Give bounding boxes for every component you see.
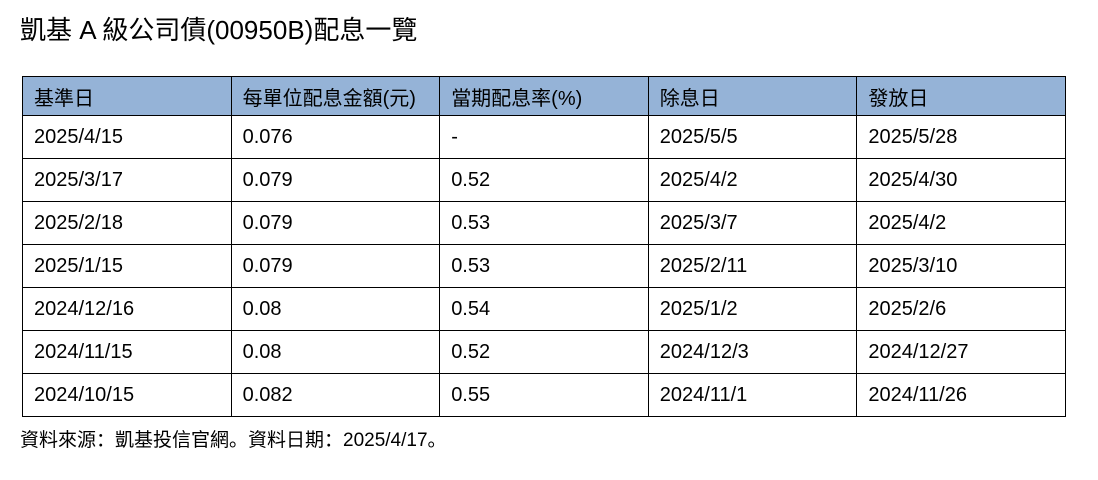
table-row: 2024/12/16 0.08 0.54 2025/1/2 2025/2/6 (22, 287, 1066, 331)
table-cell: 0.53 (439, 201, 649, 245)
table-cell: 2024/12/16 (22, 287, 232, 331)
table-row: 2024/10/15 0.082 0.55 2024/11/1 2024/11/… (22, 373, 1066, 417)
table-cell: - (439, 115, 649, 159)
table-row: 2025/2/18 0.079 0.53 2025/3/7 2025/4/2 (22, 201, 1066, 245)
table-cell: 0.082 (230, 373, 441, 417)
table-cell: 2025/2/18 (22, 201, 232, 245)
table-header-row: 基準日 每單位配息金額(元) 當期配息率(%) 除息日 發放日 (22, 76, 1066, 116)
table-cell: 2024/11/26 (856, 373, 1066, 417)
table-cell: 0.54 (439, 287, 649, 331)
table-cell: 2025/4/2 (647, 158, 858, 202)
table-cell: 0.55 (439, 373, 649, 417)
table-cell: 2025/3/7 (647, 201, 858, 245)
table-cell: 0.52 (439, 330, 649, 374)
table-cell: 0.52 (439, 158, 649, 202)
table-cell: 2025/1/2 (647, 287, 858, 331)
table-cell: 2025/3/17 (22, 158, 232, 202)
table-cell: 2025/4/30 (856, 158, 1066, 202)
table-cell: 0.08 (230, 287, 441, 331)
table-row: 2024/11/15 0.08 0.52 2024/12/3 2024/12/2… (22, 330, 1066, 374)
page-title: 凱基 A 級公司債(00950B)配息一覽 (20, 15, 418, 45)
col-header-ex-dividend-date: 除息日 (647, 76, 858, 116)
table-cell: 2024/11/15 (22, 330, 232, 374)
table-cell: 2025/2/11 (647, 244, 858, 288)
table-cell: 2025/4/2 (856, 201, 1066, 245)
table-cell: 0.079 (230, 201, 441, 245)
table-row: 2025/3/17 0.079 0.52 2025/4/2 2025/4/30 (22, 158, 1066, 202)
table-cell: 2024/10/15 (22, 373, 232, 417)
table-cell: 0.076 (230, 115, 441, 159)
table-cell: 2025/2/6 (856, 287, 1066, 331)
table-cell: 2025/5/5 (647, 115, 858, 159)
col-header-record-date: 基準日 (22, 76, 232, 116)
table-cell: 2025/4/15 (22, 115, 232, 159)
col-header-yield-rate: 當期配息率(%) (439, 76, 649, 116)
table-cell: 0.079 (230, 244, 441, 288)
table-cell: 2025/3/10 (856, 244, 1066, 288)
table-cell: 2024/11/1 (647, 373, 858, 417)
col-header-payment-date: 發放日 (856, 76, 1066, 116)
dividend-table: 基準日 每單位配息金額(元) 當期配息率(%) 除息日 發放日 2025/4/1… (22, 76, 1066, 417)
table-cell: 0.53 (439, 244, 649, 288)
table-cell: 2025/1/15 (22, 244, 232, 288)
table-cell: 2025/5/28 (856, 115, 1066, 159)
table-row: 2025/1/15 0.079 0.53 2025/2/11 2025/3/10 (22, 244, 1066, 288)
table-cell: 0.079 (230, 158, 441, 202)
table-cell: 2024/12/3 (647, 330, 858, 374)
source-note: 資料來源：凱基投信官網。資料日期：2025/4/17。 (20, 430, 447, 451)
table-cell: 2024/12/27 (856, 330, 1066, 374)
table-row: 2025/4/15 0.076 - 2025/5/5 2025/5/28 (22, 115, 1066, 159)
table-cell: 0.08 (230, 330, 441, 374)
col-header-dividend-per-unit: 每單位配息金額(元) (230, 76, 441, 116)
